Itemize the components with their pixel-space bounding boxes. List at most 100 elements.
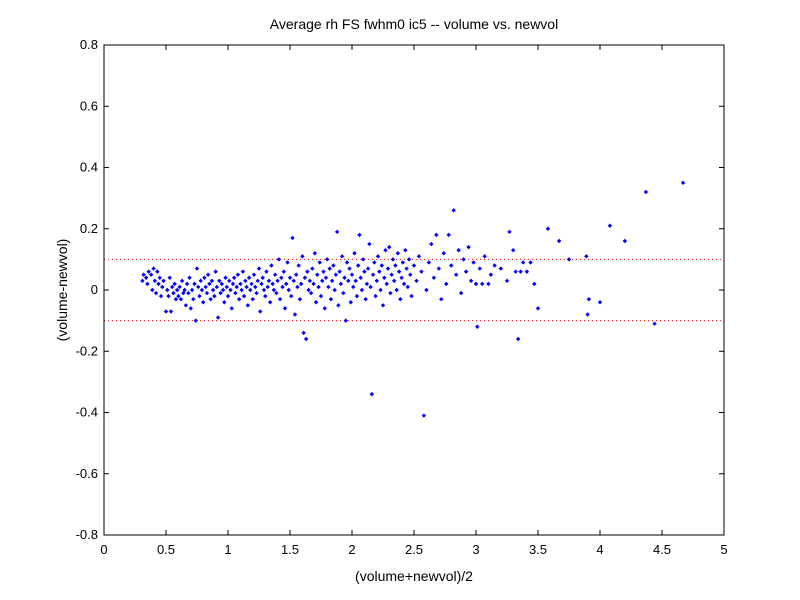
x-tick-label: 3.5 bbox=[529, 542, 547, 557]
data-point bbox=[586, 296, 592, 302]
data-point bbox=[256, 266, 262, 271]
data-point bbox=[356, 263, 361, 268]
data-point bbox=[439, 296, 444, 302]
data-point bbox=[292, 312, 298, 317]
data-point bbox=[146, 269, 151, 274]
data-point bbox=[419, 269, 424, 274]
data-point bbox=[188, 306, 193, 311]
data-point bbox=[198, 278, 203, 284]
data-point bbox=[265, 284, 270, 290]
data-point bbox=[446, 232, 451, 238]
data-point bbox=[279, 275, 284, 280]
data-point bbox=[249, 281, 254, 287]
data-point bbox=[362, 269, 367, 274]
data-point bbox=[382, 275, 387, 280]
data-point bbox=[272, 272, 278, 277]
data-point bbox=[264, 269, 269, 274]
data-point bbox=[240, 269, 246, 274]
data-point bbox=[160, 284, 165, 290]
data-point bbox=[416, 254, 422, 259]
data-point bbox=[343, 318, 348, 323]
data-point bbox=[466, 244, 471, 250]
data-point bbox=[202, 275, 207, 280]
data-point bbox=[313, 300, 319, 305]
data-point bbox=[259, 281, 264, 287]
data-point bbox=[150, 287, 155, 293]
data-point bbox=[354, 293, 360, 299]
data-point bbox=[471, 260, 476, 265]
data-point bbox=[275, 278, 280, 284]
data-point bbox=[140, 278, 145, 284]
data-point bbox=[277, 296, 283, 302]
data-point bbox=[607, 223, 613, 228]
data-point bbox=[267, 300, 273, 305]
data-point bbox=[269, 263, 274, 268]
data-point bbox=[215, 315, 221, 320]
y-tick-label: 0.4 bbox=[80, 160, 98, 175]
data-point bbox=[276, 257, 282, 262]
data-point bbox=[456, 247, 461, 253]
data-point bbox=[368, 284, 373, 290]
data-point bbox=[373, 293, 378, 299]
data-point bbox=[172, 281, 177, 287]
data-point bbox=[230, 281, 236, 287]
data-point bbox=[390, 257, 396, 262]
data-point bbox=[643, 189, 649, 195]
data-point bbox=[222, 300, 227, 305]
data-point bbox=[205, 272, 211, 277]
data-point bbox=[238, 281, 243, 287]
data-point bbox=[300, 254, 305, 259]
data-point bbox=[377, 269, 382, 274]
data-point bbox=[281, 269, 286, 274]
data-point bbox=[320, 278, 325, 284]
data-point bbox=[367, 241, 372, 247]
data-point bbox=[220, 287, 226, 293]
data-point bbox=[399, 275, 404, 280]
data-point bbox=[209, 278, 215, 284]
data-point bbox=[680, 180, 686, 186]
data-point bbox=[404, 266, 409, 271]
data-point bbox=[374, 278, 379, 284]
data-point bbox=[451, 208, 456, 213]
data-point bbox=[337, 269, 342, 274]
data-point bbox=[363, 296, 368, 302]
data-point bbox=[528, 260, 533, 265]
data-point bbox=[266, 278, 272, 284]
data-point bbox=[296, 263, 301, 268]
data-point bbox=[584, 254, 589, 259]
data-point bbox=[141, 272, 146, 277]
data-point bbox=[286, 287, 291, 293]
data-point bbox=[245, 303, 251, 308]
x-ticks: 0 0.5 1 1.5 2 2.5 3 3.5 4 4.5 5 bbox=[100, 45, 728, 557]
data-point bbox=[444, 281, 449, 287]
data-point bbox=[369, 391, 375, 397]
y-ticks: -0.8 -0.6 -0.4 -0.2 0 0.2 0.4 0.6 0.8 bbox=[76, 37, 724, 542]
data-point bbox=[511, 247, 516, 253]
data-point bbox=[389, 272, 394, 277]
data-point bbox=[524, 269, 530, 274]
data-point bbox=[274, 290, 279, 296]
data-point bbox=[285, 260, 290, 265]
data-point bbox=[166, 293, 171, 299]
data-point bbox=[214, 284, 220, 290]
data-point bbox=[436, 266, 441, 271]
data-point bbox=[384, 281, 389, 287]
data-points bbox=[140, 180, 686, 418]
data-point bbox=[449, 263, 454, 268]
data-point bbox=[347, 266, 352, 271]
data-point bbox=[507, 229, 512, 235]
data-point bbox=[196, 284, 201, 290]
data-point bbox=[157, 275, 162, 280]
data-point bbox=[250, 296, 255, 302]
data-point bbox=[148, 272, 154, 277]
data-point bbox=[290, 235, 295, 241]
x-tick-label: 2 bbox=[348, 542, 355, 557]
data-point bbox=[307, 278, 313, 284]
data-point bbox=[429, 241, 434, 247]
data-point bbox=[329, 278, 335, 284]
data-point bbox=[318, 293, 324, 299]
x-tick-label: 0.5 bbox=[157, 542, 175, 557]
data-point bbox=[336, 303, 341, 308]
data-point bbox=[233, 290, 238, 296]
